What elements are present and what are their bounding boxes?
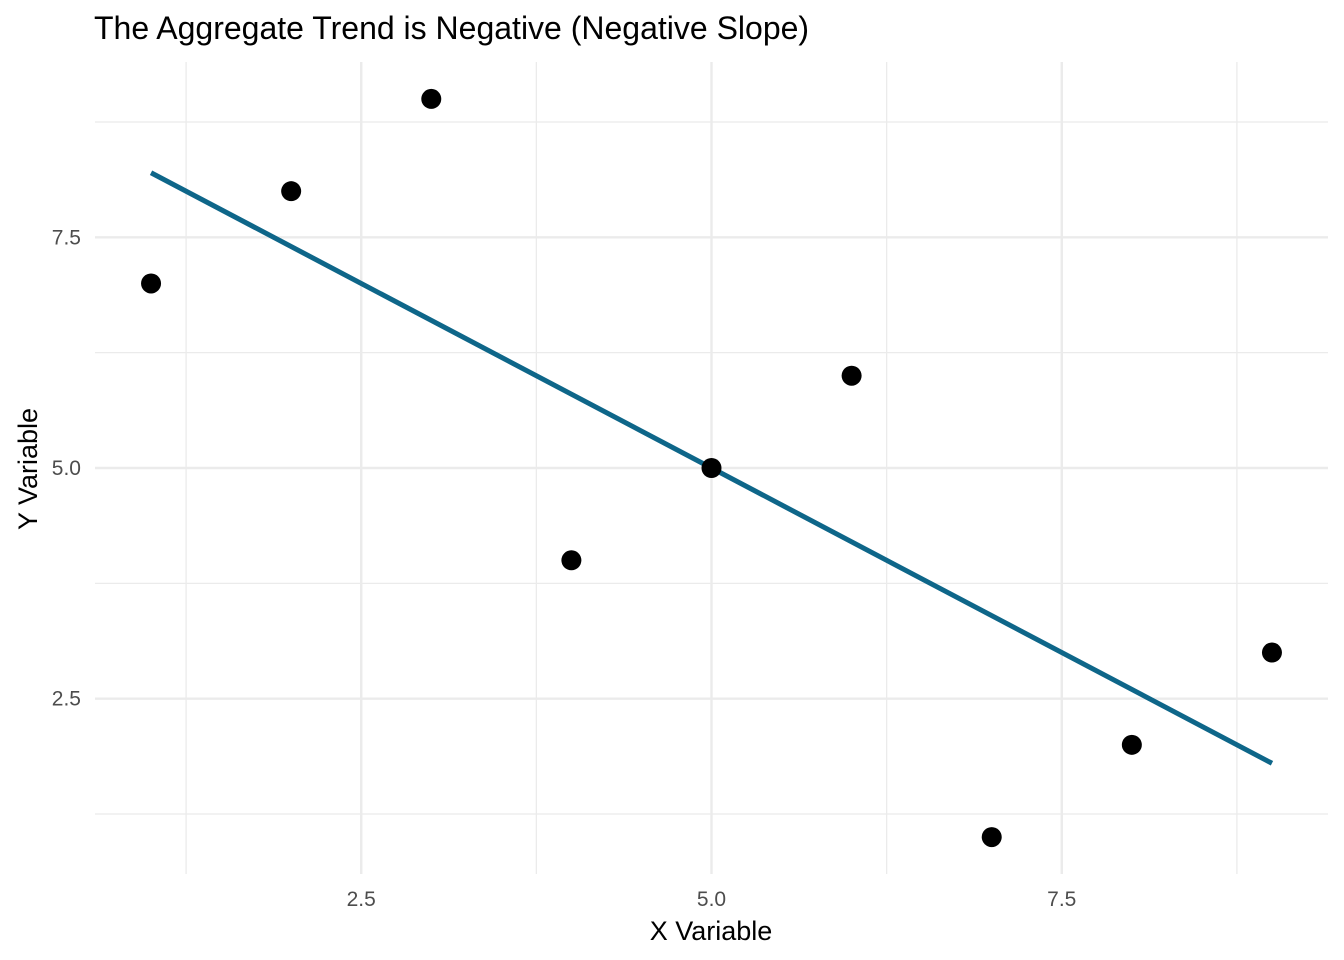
data-point — [281, 181, 302, 202]
chart-title: The Aggregate Trend is Negative (Negativ… — [94, 10, 809, 46]
data-points — [141, 88, 1282, 848]
x-axis-ticks: 2.5 5.0 7.5 — [347, 888, 1077, 911]
x-axis-label: X Variable — [650, 916, 773, 946]
y-tick-label: 7.5 — [52, 226, 81, 249]
x-tick-label: 2.5 — [347, 888, 376, 911]
y-tick-label: 5.0 — [52, 457, 81, 480]
data-point — [141, 273, 162, 294]
data-point — [701, 458, 722, 478]
x-tick-label: 7.5 — [1047, 888, 1076, 911]
x-tick-label: 5.0 — [697, 888, 726, 911]
y-tick-label: 2.5 — [52, 688, 81, 711]
data-point — [561, 550, 582, 571]
data-point — [421, 88, 442, 109]
data-point — [1121, 734, 1142, 755]
y-axis-label: Y Variable — [13, 408, 43, 530]
data-point — [1261, 642, 1282, 663]
data-point — [981, 827, 1002, 848]
data-point — [841, 365, 862, 386]
y-axis-ticks: 2.5 5.0 7.5 — [52, 226, 81, 710]
